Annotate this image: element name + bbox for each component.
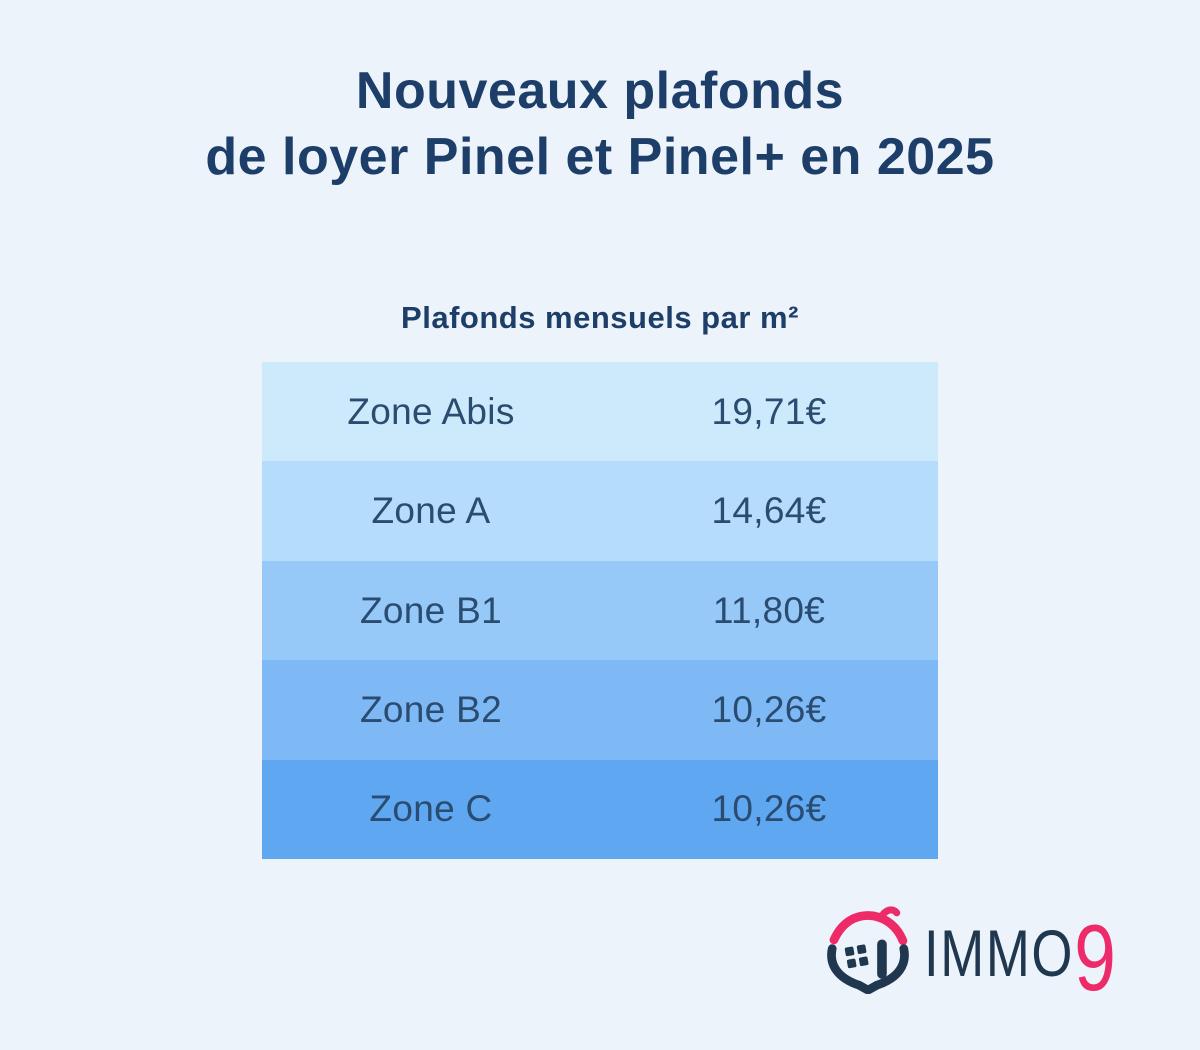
- logo-wordmark: IMMO 9: [924, 899, 1116, 1010]
- zones-table: Zone Abis 19,71€ Zone A 14,64€ Zone B1 11,80€…: [262, 362, 938, 860]
- table-row: Zone B2 10,26€: [262, 660, 938, 760]
- zone-value: 10,26€: [711, 688, 827, 730]
- title-line-1: Nouveaux plafonds: [355, 62, 845, 120]
- zone-value: 10,26€: [711, 788, 827, 830]
- zone-label: Zone C: [369, 788, 493, 830]
- immo9-logo: IMMO 9: [816, 903, 1164, 1010]
- logo-text-9: 9: [1074, 905, 1116, 1010]
- table-row: Zone B1 11,80€: [262, 560, 938, 661]
- title-line-2: de loyer Pinel et Pinel+ en 2025: [205, 128, 995, 187]
- table-row: Zone Abis 19,71€: [262, 362, 938, 462]
- table-subtitle: Plafonds mensuels par m²: [401, 300, 799, 335]
- logo-text-immo: IMMO: [924, 916, 1075, 990]
- zone-label: Zone Abis: [347, 390, 515, 432]
- page-title: Nouveaux plafonds de loyer Pinel et Pine…: [0, 58, 1200, 190]
- zone-label: Zone B2: [360, 688, 502, 730]
- table-row: Zone A 14,64€: [262, 461, 938, 561]
- zone-value: 19,71€: [711, 390, 827, 432]
- zone-label: Zone A: [371, 490, 491, 532]
- table-row: Zone C 10,26€: [262, 759, 938, 860]
- zone-label: Zone B1: [360, 589, 502, 631]
- zone-value: 11,80€: [712, 589, 826, 631]
- zone-value: 14,64€: [711, 490, 827, 532]
- house-in-hands-icon: [827, 906, 909, 995]
